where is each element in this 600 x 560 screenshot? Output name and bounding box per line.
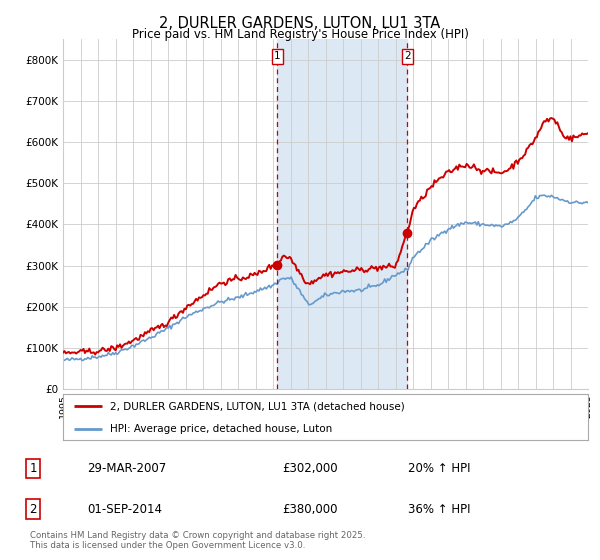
Text: 1: 1 — [274, 52, 281, 62]
Text: 1: 1 — [29, 462, 37, 475]
Text: 2, DURLER GARDENS, LUTON, LU1 3TA: 2, DURLER GARDENS, LUTON, LU1 3TA — [160, 16, 440, 31]
Bar — [277, 39, 407, 389]
Text: HPI: Average price, detached house, Luton: HPI: Average price, detached house, Luto… — [110, 424, 332, 435]
Text: Contains HM Land Registry data © Crown copyright and database right 2025.
This d: Contains HM Land Registry data © Crown c… — [30, 530, 365, 550]
Text: 2: 2 — [404, 52, 410, 62]
Text: £380,000: £380,000 — [282, 503, 337, 516]
Text: 2: 2 — [29, 503, 37, 516]
Text: 01-SEP-2014: 01-SEP-2014 — [87, 503, 162, 516]
Text: 29-MAR-2007: 29-MAR-2007 — [87, 462, 166, 475]
Text: 2, DURLER GARDENS, LUTON, LU1 3TA (detached house): 2, DURLER GARDENS, LUTON, LU1 3TA (detac… — [110, 401, 405, 411]
Text: 36% ↑ HPI: 36% ↑ HPI — [408, 503, 470, 516]
Text: 20% ↑ HPI: 20% ↑ HPI — [408, 462, 470, 475]
Text: Price paid vs. HM Land Registry's House Price Index (HPI): Price paid vs. HM Land Registry's House … — [131, 28, 469, 41]
Text: £302,000: £302,000 — [282, 462, 338, 475]
